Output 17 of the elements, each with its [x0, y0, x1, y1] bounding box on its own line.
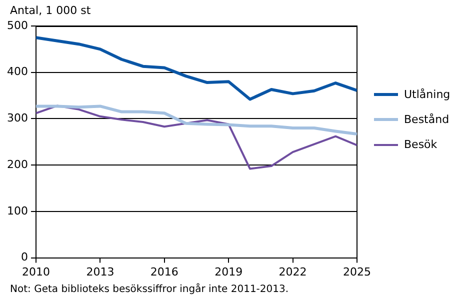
x-tick-label: 2010: [22, 265, 50, 278]
y-tick-label: 100: [6, 204, 28, 218]
x-tick-label: 2016: [150, 265, 178, 278]
y-tick-label: 200: [6, 158, 28, 171]
legend-label: Besök: [404, 138, 438, 151]
y-tick-label: 0: [20, 250, 28, 264]
x-tick-label: 2022: [278, 265, 307, 278]
y-tick-label: 500: [6, 18, 28, 32]
text: Not: Geta biblioteks besökssiffror ingår inte 2011-2013.: [10, 284, 289, 295]
y-tick-label: 400: [6, 65, 28, 78]
legend-label: Bestånd: [404, 113, 450, 126]
x-tick-label: 2013: [86, 265, 114, 278]
x-tick-label: 2019: [214, 265, 243, 278]
y-tick-label: 300: [6, 112, 28, 125]
legend-label: Utlåning: [404, 88, 450, 101]
x-tick-label: 2025: [343, 265, 371, 278]
y-axis-title: Antal, 1 000 st: [10, 4, 91, 17]
